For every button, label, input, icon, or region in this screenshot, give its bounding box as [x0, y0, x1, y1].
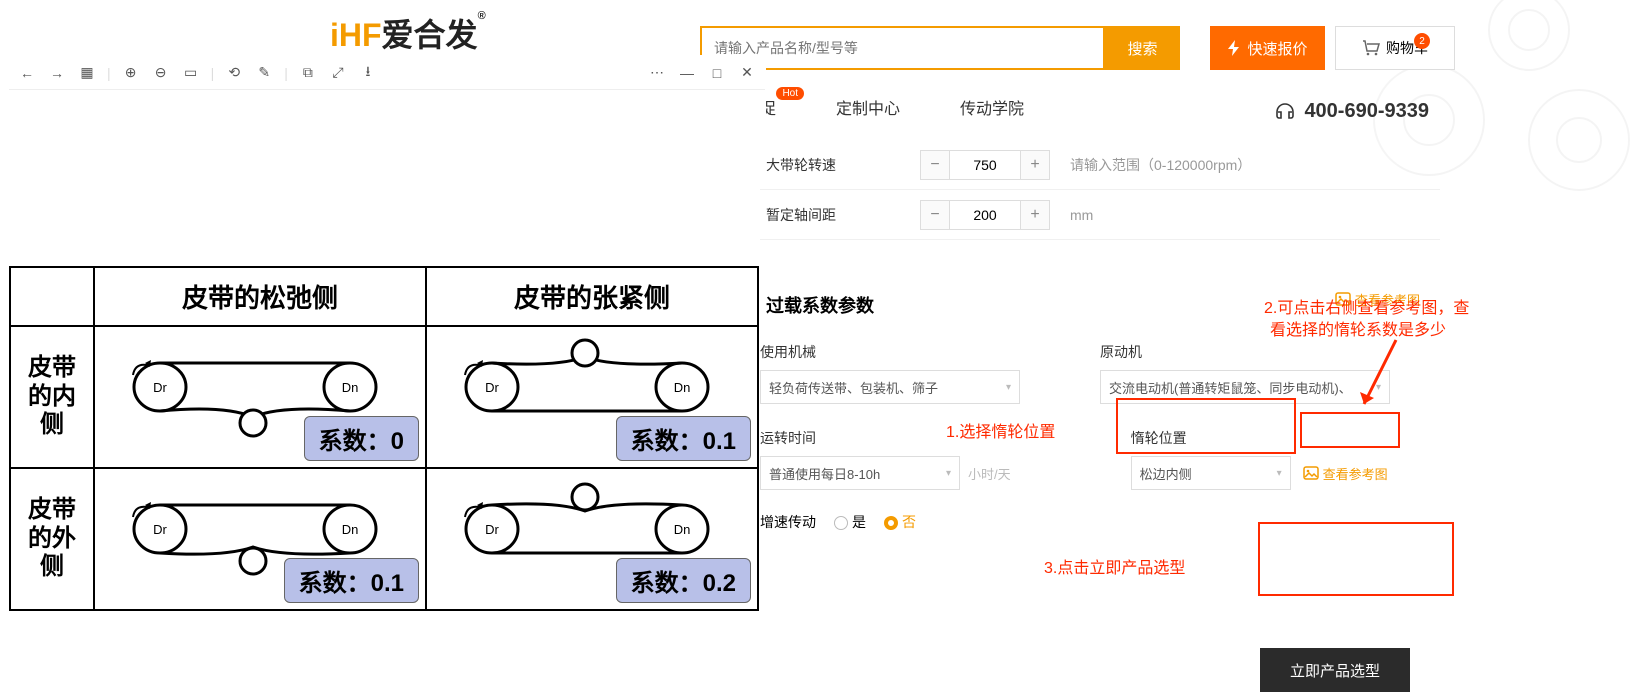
copy-icon[interactable]: ⧉: [298, 63, 318, 83]
shaft-distance-input[interactable]: [950, 200, 1020, 230]
coefficient-table: 皮带的松弛侧 皮带的张紧侧 皮带的内侧 Dr Dn 系数：0: [9, 266, 759, 611]
nav-custom[interactable]: 定制中心: [836, 95, 900, 119]
parameter-form: 大带轮转速 − + 请输入范围（0-120000rpm） 暂定轴间距 − + m…: [760, 140, 1440, 532]
coef-10: 系数：0.1: [284, 558, 419, 603]
cart-button[interactable]: 购物车 2: [1335, 26, 1455, 70]
cart-icon: [1362, 40, 1380, 56]
fullscreen-icon[interactable]: ⤢: [328, 63, 348, 83]
hint-shaft-distance: mm: [1070, 207, 1093, 223]
cell-outer-tight: Dr Dn 系数：0.2: [427, 469, 757, 609]
svg-text:Dr: Dr: [485, 380, 499, 395]
header: iHF爱合发®: [330, 10, 486, 56]
phone-number: 400-690-9339: [1274, 100, 1429, 123]
rotate-icon[interactable]: ⟲: [224, 63, 244, 83]
cell-outer-slack: Dr Dn 系数：0.1: [95, 469, 427, 609]
search-button[interactable]: 搜索: [1105, 26, 1180, 70]
row-header-outer: 皮带的外侧: [11, 469, 95, 609]
back-icon[interactable]: ←: [17, 63, 37, 83]
row-header-inner: 皮带的内侧: [11, 327, 95, 467]
image-viewer: ← → ▦ | ⊕ ⊖ ▭ | ⟲ ✎ | ⧉ ⤢ ⭳ ⋯ — □ ✕ 皮带的松…: [8, 55, 766, 655]
image-icon: [1335, 292, 1351, 306]
hint-pulley-speed: 请输入范围（0-120000rpm）: [1070, 155, 1251, 175]
close-icon[interactable]: ✕: [737, 63, 757, 83]
col-header-slack: 皮带的松弛侧: [95, 268, 427, 325]
zoom-out-icon[interactable]: ⊖: [151, 63, 171, 83]
svg-text:Dn: Dn: [342, 522, 359, 537]
section-title-overload: 过载系数参数: [766, 292, 874, 318]
radio-yes[interactable]: 是: [834, 512, 866, 532]
select-runtime[interactable]: 普通使用每日8-10h▾: [760, 456, 960, 490]
runtime-unit: 小时/天: [968, 464, 1011, 483]
logo: iHF爱合发®: [330, 10, 486, 56]
svg-text:Dr: Dr: [153, 380, 167, 395]
search-bar: 搜索 快速报价 购物车 2: [700, 26, 1455, 70]
cell-inner-tight: Dr Dn 系数：0.1: [427, 327, 757, 467]
top-nav: 促Hot 定制中心 传动学院: [760, 95, 1024, 119]
maximize-icon[interactable]: □: [707, 63, 727, 83]
label-shaft-distance: 暂定轴间距: [760, 205, 920, 225]
label-speedup: 增速传动: [760, 512, 816, 532]
fit-icon[interactable]: ▭: [181, 63, 201, 83]
edit-icon[interactable]: ✎: [254, 63, 274, 83]
bolt-icon: [1227, 40, 1241, 56]
label-machine: 使用机械: [760, 342, 1020, 362]
cell-inner-slack: Dr Dn 系数：0: [95, 327, 427, 467]
select-machine[interactable]: 轻负荷传送带、包装机、筛子▾: [760, 370, 1020, 404]
more-icon[interactable]: ⋯: [647, 63, 667, 83]
chevron-down-icon: ▾: [1006, 382, 1011, 393]
grid-icon[interactable]: ▦: [77, 63, 97, 83]
svg-text:Dr: Dr: [153, 522, 167, 537]
select-idler-position[interactable]: 松边内侧▾: [1131, 456, 1291, 490]
decrement-button[interactable]: −: [920, 150, 950, 180]
reference-link-top[interactable]: 查看参考图: [1335, 290, 1420, 309]
speedup-radio-group: 增速传动 是 否: [760, 512, 1440, 532]
pulley-speed-input[interactable]: [950, 150, 1020, 180]
radio-no[interactable]: 否: [884, 512, 916, 532]
stepper-pulley-speed: − +: [920, 150, 1050, 180]
stepper-shaft-distance: − +: [920, 200, 1050, 230]
chevron-down-icon: ▾: [946, 468, 951, 479]
decrement-button[interactable]: −: [920, 200, 950, 230]
annotation-3: 3.点击立即产品选型: [1044, 554, 1185, 578]
image-icon: [1303, 466, 1319, 480]
label-idler: 惰轮位置: [1131, 428, 1388, 448]
label-pulley-speed: 大带轮转速: [760, 155, 920, 175]
coef-01: 系数：0.1: [616, 416, 751, 461]
reference-link-idler[interactable]: 查看参考图: [1303, 464, 1388, 483]
label-motor: 原动机: [1100, 342, 1390, 362]
download-icon[interactable]: ⭳: [358, 63, 378, 83]
forward-icon[interactable]: →: [47, 63, 67, 83]
chevron-down-icon: ▾: [1376, 382, 1381, 393]
select-motor[interactable]: 交流电动机(普通转矩鼠笼、同步电动机)、▾: [1100, 370, 1390, 404]
minimize-icon[interactable]: —: [677, 63, 697, 83]
increment-button[interactable]: +: [1020, 150, 1050, 180]
svg-text:Dn: Dn: [342, 380, 359, 395]
label-runtime: 运转时间: [760, 428, 1011, 448]
submit-button[interactable]: 立即产品选型: [1260, 648, 1410, 692]
svg-text:Dn: Dn: [674, 380, 691, 395]
headset-icon: [1274, 101, 1296, 123]
hot-badge: Hot: [776, 87, 804, 100]
cart-count-badge: 2: [1414, 33, 1430, 49]
redbox-submit: [1258, 522, 1454, 596]
coef-11: 系数：0.2: [616, 558, 751, 603]
increment-button[interactable]: +: [1020, 200, 1050, 230]
coef-00: 系数：0: [304, 416, 419, 461]
quick-quote-button[interactable]: 快速报价: [1210, 26, 1325, 70]
chevron-down-icon: ▾: [1277, 468, 1282, 479]
viewer-toolbar: ← → ▦ | ⊕ ⊖ ▭ | ⟲ ✎ | ⧉ ⤢ ⭳ ⋯ — □ ✕: [9, 56, 765, 90]
svg-text:Dr: Dr: [485, 522, 499, 537]
svg-text:Dn: Dn: [674, 522, 691, 537]
col-header-tight: 皮带的张紧侧: [427, 268, 757, 325]
zoom-in-icon[interactable]: ⊕: [121, 63, 141, 83]
nav-academy[interactable]: 传动学院: [960, 95, 1024, 119]
